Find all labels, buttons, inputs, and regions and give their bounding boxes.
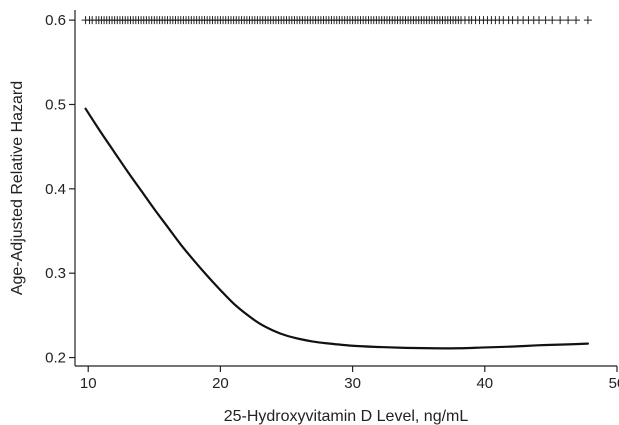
plot-frame — [74, 10, 617, 367]
rug-marker — [548, 16, 557, 25]
x-axis-label: 25-Hydroxyvitamin D Level, ng/mL — [224, 408, 469, 425]
rug-marker — [572, 16, 581, 25]
rug-markers — [81, 16, 592, 25]
y-tick-label: 0.3 — [45, 265, 66, 282]
y-tick-label: 0.6 — [45, 12, 66, 29]
y-tick-label: 0.5 — [45, 96, 66, 113]
series-layer — [84, 107, 590, 350]
x-tick-label: 40 — [476, 375, 493, 392]
x-tick-label: 20 — [212, 375, 229, 392]
x-axis-ticks: 10 20 30 40 50 — [80, 366, 619, 392]
y-tick-label: 0.4 — [45, 181, 66, 198]
x-tick-label: 10 — [80, 375, 97, 392]
y-axis-label: Age-Adjusted Relative Hazard — [9, 81, 26, 295]
y-tick-label: 0.2 — [45, 350, 66, 367]
rug-marker — [556, 16, 565, 25]
rug-marker — [564, 16, 573, 25]
series-line — [84, 107, 590, 350]
y-axis-ticks: 0.2 0.3 0.4 0.5 0.6 — [45, 12, 75, 367]
x-tick-label: 50 — [609, 375, 619, 392]
rug-marker — [583, 16, 592, 25]
x-tick-label: 30 — [344, 375, 361, 392]
